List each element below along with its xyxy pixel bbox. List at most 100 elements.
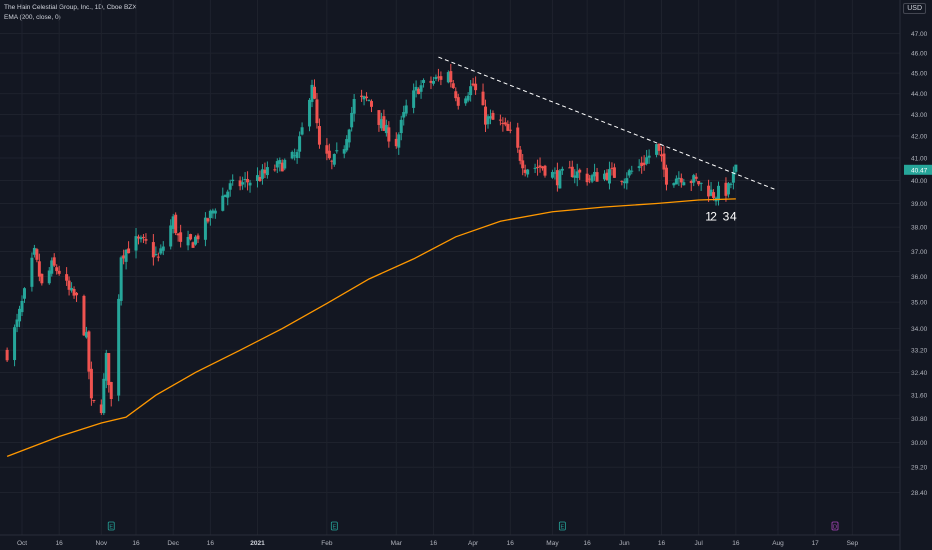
candle-body <box>213 210 217 214</box>
time-tick-label: Mar <box>391 540 403 547</box>
candle-body <box>255 175 259 181</box>
event-marker[interactable] <box>831 521 839 531</box>
annotation-label: 2 <box>710 210 717 224</box>
candle-body <box>186 236 190 246</box>
time-tick-label: Jul <box>695 540 704 547</box>
candle-body <box>501 122 505 124</box>
candle-body <box>484 106 488 125</box>
candle-body <box>280 162 284 172</box>
price-tick-label: 35.00 <box>911 300 928 307</box>
candle-body <box>13 327 17 361</box>
candle-body <box>526 169 530 175</box>
ema-line <box>6 198 736 457</box>
candle-body <box>471 83 475 86</box>
candle-body <box>248 182 252 186</box>
candle-body <box>179 232 183 242</box>
price-tick-label: 30.80 <box>911 416 928 423</box>
candle-body <box>451 83 455 88</box>
candle-body <box>538 165 542 168</box>
candle-body <box>429 80 433 83</box>
event-marker[interactable] <box>107 521 115 531</box>
candle-body <box>588 178 592 180</box>
candle-body <box>585 173 589 183</box>
price-tick-label: 36.00 <box>911 274 928 281</box>
candle-body <box>18 308 22 322</box>
candle-body <box>593 171 597 177</box>
time-tick-label: May <box>546 540 559 547</box>
time-tick-label: 16 <box>507 540 515 547</box>
candle-body <box>536 166 540 168</box>
candle-body <box>298 136 302 152</box>
candle-body <box>394 138 398 147</box>
candle-body <box>72 289 76 296</box>
price-tick-label: 41.00 <box>911 155 928 162</box>
candle-body <box>347 129 351 143</box>
candle-body <box>246 179 250 183</box>
price-tick-label: 46.00 <box>911 51 928 58</box>
candle-body <box>203 217 207 240</box>
candle-body <box>630 170 634 172</box>
candle-body <box>154 253 158 255</box>
candle-body <box>35 249 39 260</box>
candle-body <box>590 175 594 182</box>
candle-body <box>555 170 559 186</box>
candle-body <box>330 160 334 162</box>
candle-body <box>189 234 193 240</box>
time-tick-label: Aug <box>772 540 784 547</box>
candle-body <box>369 101 373 107</box>
candle-body <box>5 349 9 361</box>
candle-body <box>191 242 195 248</box>
candle-body <box>454 91 458 99</box>
candle-body <box>273 169 277 171</box>
event-marker-label: D <box>833 525 837 531</box>
time-tick-label: 16 <box>732 540 740 547</box>
candle-body <box>642 162 646 165</box>
candle-body <box>20 300 24 313</box>
candle-body <box>602 173 606 180</box>
candle-body <box>104 352 108 381</box>
candle-body <box>486 116 490 125</box>
candle-body <box>595 172 599 182</box>
candle-body <box>699 182 703 184</box>
price-tick-label: 29.20 <box>911 465 928 472</box>
annotation-label: 1 <box>705 210 712 224</box>
candle-body <box>412 90 416 108</box>
candle-body <box>533 167 537 169</box>
candle-body <box>689 181 693 184</box>
candle-body <box>610 167 614 169</box>
candle-body <box>335 150 339 152</box>
candle-body <box>622 181 626 184</box>
candle-body <box>134 236 138 251</box>
candle-body <box>231 179 235 182</box>
trendline[interactable] <box>438 56 776 191</box>
candle-body <box>345 139 349 151</box>
candle-body <box>466 95 470 101</box>
candle-body <box>156 256 160 258</box>
candle-body <box>697 181 701 185</box>
candle-body <box>446 72 450 83</box>
symbol-title: The Hain Celestial Group, Inc., 1D, Cboe… <box>4 4 137 11</box>
candle-body <box>30 257 34 287</box>
candle-body <box>40 273 44 284</box>
candle-body <box>431 81 435 84</box>
candle-body <box>377 110 381 125</box>
candle-body <box>22 288 26 299</box>
candle-body <box>707 185 711 197</box>
candle-body <box>136 236 140 239</box>
event-marker[interactable] <box>558 521 566 531</box>
event-marker[interactable] <box>330 521 338 531</box>
currency-button[interactable]: USD <box>903 3 926 14</box>
candle-body <box>664 167 668 185</box>
candle-body <box>67 280 71 290</box>
candle-body <box>139 237 143 240</box>
candle-body <box>521 160 525 169</box>
candle-body <box>84 332 88 338</box>
candle-body <box>550 171 554 178</box>
candle-body <box>605 172 609 180</box>
candle-body <box>238 180 242 187</box>
candle-body <box>434 76 438 80</box>
candle-body <box>640 162 644 167</box>
candle-body <box>50 260 54 274</box>
candle-body <box>568 167 572 169</box>
